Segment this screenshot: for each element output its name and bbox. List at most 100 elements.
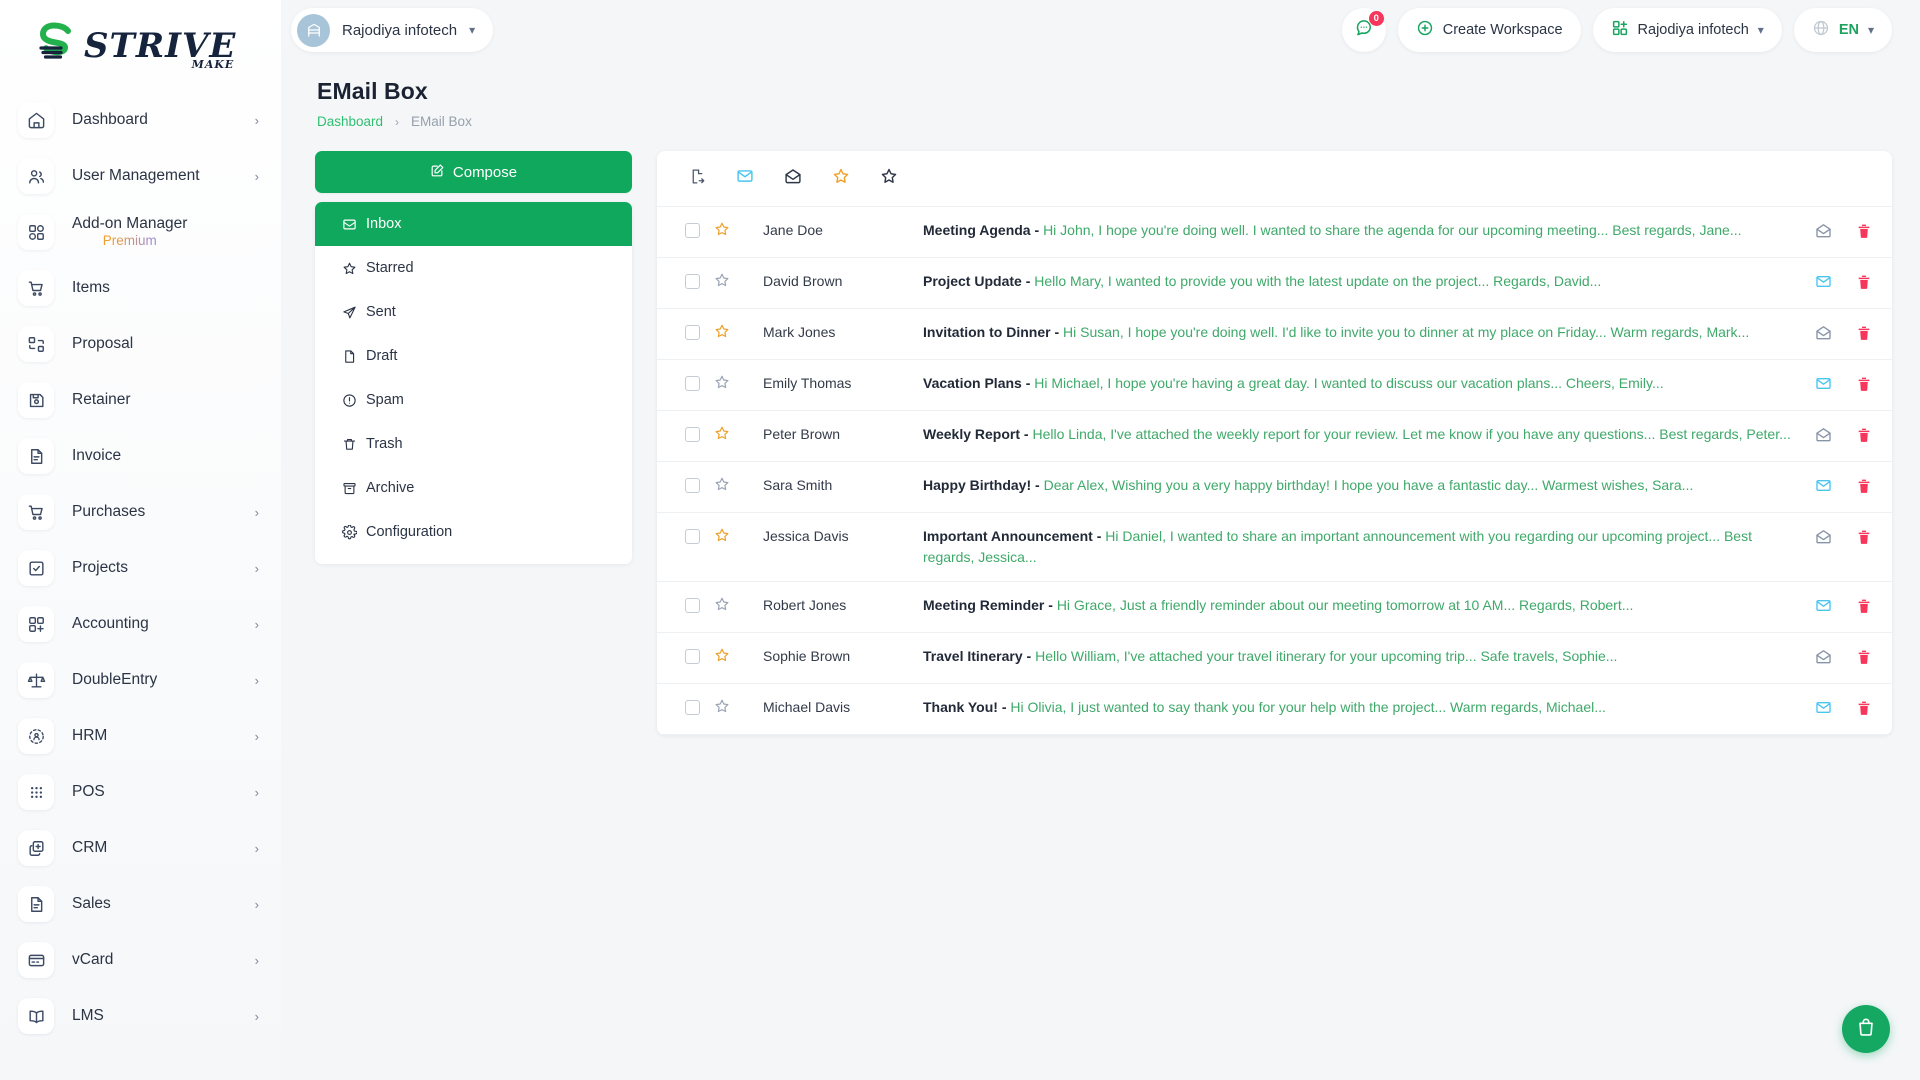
sidebar-item-purchases[interactable]: Purchases › [0, 484, 281, 540]
sidebar-item-projects[interactable]: Projects › [0, 540, 281, 596]
row-checkbox[interactable] [685, 478, 700, 493]
mail-folder-configuration[interactable]: Configuration [315, 510, 632, 554]
sidebar-item-dashboard[interactable]: Dashboard › [0, 92, 281, 148]
row-star-icon[interactable] [714, 527, 730, 543]
topbar: Rajodiya infotech ▾ 0 Create Workspace [281, 0, 1920, 60]
table-row[interactable]: Michael Davis Thank You! - Hi Olivia, I … [657, 684, 1892, 736]
envelope-closed-icon [736, 167, 754, 190]
workspace-selector[interactable]: Rajodiya infotech ▾ [291, 8, 494, 52]
delete-icon[interactable] [1856, 529, 1872, 545]
star-filter-button[interactable] [817, 159, 865, 199]
table-row[interactable]: Mark Jones Invitation to Dinner - Hi Sus… [657, 309, 1892, 360]
delete-icon[interactable] [1856, 478, 1872, 494]
sidebar-item-proposal[interactable]: Proposal [0, 316, 281, 372]
sidebar-item-sales[interactable]: Sales › [0, 876, 281, 932]
sidebar-item-invoice[interactable]: Invoice [0, 428, 281, 484]
unstar-filter-button[interactable] [865, 159, 913, 199]
sidebar-item-hrm[interactable]: HRM › [0, 708, 281, 764]
envelope-open-icon[interactable] [1815, 324, 1832, 341]
table-row[interactable]: Jane Doe Meeting Agenda - Hi John, I hop… [657, 207, 1892, 258]
sidebar-item-label: Retainer [72, 391, 131, 409]
chevron-right-icon: › [254, 560, 259, 576]
compose-button[interactable]: Compose [315, 151, 632, 193]
delete-icon[interactable] [1856, 700, 1872, 716]
sidebar-item-doubleentry[interactable]: DoubleEntry › [0, 652, 281, 708]
envelope-closed-icon[interactable] [1815, 699, 1832, 716]
envelope-open-icon[interactable] [1815, 528, 1832, 545]
create-workspace-button[interactable]: Create Workspace [1397, 8, 1581, 52]
sidebar-item-retainer[interactable]: Retainer [0, 372, 281, 428]
delete-icon[interactable] [1856, 325, 1872, 341]
sidebar-item-user-management[interactable]: User Management › [0, 148, 281, 204]
shop-fab-button[interactable] [1842, 1005, 1890, 1053]
mail-subject: Invitation to Dinner [923, 324, 1051, 340]
row-star-icon[interactable] [714, 596, 730, 612]
row-star-icon[interactable] [714, 425, 730, 441]
app-logo[interactable]: STRIVE MAKE [0, 0, 281, 88]
mail-sender: Emily Thomas [763, 375, 852, 391]
envelope-closed-icon[interactable] [1815, 597, 1832, 614]
sidebar-item-crm[interactable]: CRM › [0, 820, 281, 876]
row-checkbox[interactable] [685, 376, 700, 391]
sidebar-item-vcard[interactable]: vCard › [0, 932, 281, 988]
envelope-closed-icon[interactable] [1815, 375, 1832, 392]
company-selector[interactable]: Rajodiya infotech ▾ [1592, 8, 1782, 52]
mail-sender: Peter Brown [763, 426, 841, 442]
mail-folder-inbox[interactable]: Inbox [315, 202, 632, 246]
mail-folder-archive[interactable]: Archive [315, 466, 632, 510]
sidebar-item-pos[interactable]: POS › [0, 764, 281, 820]
grid-icon [18, 214, 54, 250]
delete-icon[interactable] [1856, 649, 1872, 665]
envelope-open-icon[interactable] [1815, 222, 1832, 239]
content-area: Compose Inbox Starred [281, 129, 1920, 736]
breadcrumb-dashboard[interactable]: Dashboard [317, 114, 384, 129]
table-row[interactable]: Sara Smith Happy Birthday! - Dear Alex, … [657, 462, 1892, 513]
row-star-icon[interactable] [714, 476, 730, 492]
mail-folder-starred[interactable]: Starred [315, 246, 632, 290]
row-checkbox[interactable] [685, 700, 700, 716]
mail-folder-spam[interactable]: Spam [315, 378, 632, 422]
delete-icon[interactable] [1856, 376, 1872, 392]
table-row[interactable]: Sophie Brown Travel Itinerary - Hello Wi… [657, 633, 1892, 685]
envelope-open-icon[interactable] [1815, 426, 1832, 443]
gear-icon [341, 524, 357, 540]
delete-icon[interactable] [1856, 274, 1872, 290]
export-button[interactable] [673, 159, 721, 199]
table-row[interactable]: David Brown Project Update - Hello Mary,… [657, 258, 1892, 309]
sidebar-item-items[interactable]: Items [0, 260, 281, 316]
mark-read-button[interactable] [769, 159, 817, 199]
table-row[interactable]: Robert Jones Meeting Reminder - Hi Grace… [657, 582, 1892, 634]
mail-folder-sent[interactable]: Sent [315, 290, 632, 334]
envelope-closed-icon[interactable] [1815, 273, 1832, 290]
row-checkbox[interactable] [685, 325, 700, 340]
row-star-icon[interactable] [714, 221, 730, 237]
envelope-closed-icon[interactable] [1815, 477, 1832, 494]
row-star-icon[interactable] [714, 647, 730, 663]
mail-folder-label: Spam [366, 392, 404, 408]
envelope-open-icon[interactable] [1815, 648, 1832, 665]
row-checkbox[interactable] [685, 598, 700, 614]
row-star-icon[interactable] [714, 698, 730, 714]
row-checkbox[interactable] [685, 223, 700, 238]
row-checkbox[interactable] [685, 529, 700, 544]
table-row[interactable]: Emily Thomas Vacation Plans - Hi Michael… [657, 360, 1892, 411]
language-selector[interactable]: EN ▾ [1793, 8, 1892, 52]
delete-icon[interactable] [1856, 223, 1872, 239]
row-star-icon[interactable] [714, 272, 730, 288]
mail-folder-trash[interactable]: Trash [315, 422, 632, 466]
table-row[interactable]: Peter Brown Weekly Report - Hello Linda,… [657, 411, 1892, 462]
chat-button[interactable]: 0 [1341, 8, 1386, 52]
row-checkbox[interactable] [685, 427, 700, 442]
row-star-icon[interactable] [714, 374, 730, 390]
delete-icon[interactable] [1856, 598, 1872, 614]
sidebar-item-accounting[interactable]: Accounting › [0, 596, 281, 652]
row-star-icon[interactable] [714, 323, 730, 339]
mail-folder-draft[interactable]: Draft [315, 334, 632, 378]
row-checkbox[interactable] [685, 274, 700, 289]
row-checkbox[interactable] [685, 649, 700, 665]
sidebar-item-lms[interactable]: LMS › [0, 988, 281, 1044]
sidebar-item-add-on-manager[interactable]: Add-on Manager Premium [0, 204, 281, 260]
table-row[interactable]: Jessica Davis Important Announcement - H… [657, 513, 1892, 583]
mark-unread-button[interactable] [721, 159, 769, 199]
delete-icon[interactable] [1856, 427, 1872, 443]
